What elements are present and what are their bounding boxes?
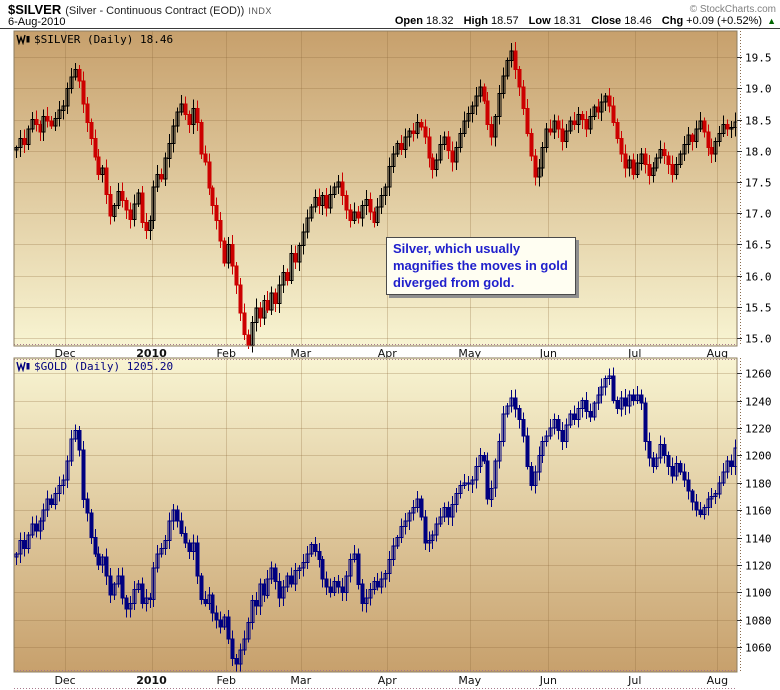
symbol-description: (Silver - Continuous Contract (EOD)) <box>65 5 245 17</box>
y-tick-label: 19.0 <box>745 83 772 96</box>
silver-ticker-label: $SILVER (Daily) 18.46 <box>16 33 173 46</box>
annotation-box: Silver, which usually magnifies the move… <box>386 237 576 295</box>
x-tick-label: Apr <box>378 347 398 360</box>
y-tick-label: 1260 <box>745 368 772 381</box>
y-tick-label: 18.0 <box>745 146 772 159</box>
x-tick-label: Jun <box>539 347 557 360</box>
silver-ticker-text: $SILVER (Daily) 18.46 <box>34 33 174 46</box>
y-tick-label: 16.5 <box>745 239 772 252</box>
x-tick-label: Mar <box>290 674 311 687</box>
open-value: 18.32 <box>425 15 454 27</box>
gold-ticker-text: $GOLD (Daily) 1205.20 <box>34 360 174 373</box>
panel-background <box>14 31 737 346</box>
panel-background <box>14 358 737 672</box>
minor-tick-row <box>14 359 737 689</box>
symbol-line: $SILVER (Silver - Continuous Contract (EO… <box>8 2 272 17</box>
plot-border <box>13 30 738 347</box>
x-tick-label: May <box>458 347 481 360</box>
gold-candles <box>14 367 738 673</box>
high-value: 18.57 <box>491 15 519 27</box>
exchange-label: INDX <box>248 6 272 16</box>
y-axis: 19.5 19.0 18.5 18.0 17.5 17.0 16.5 16.0 15.5 15.0… <box>54 31 772 360</box>
symbol: $SILVER <box>8 2 62 17</box>
y-tick-label: 1140 <box>745 533 772 546</box>
chart-marker-icon <box>16 34 30 45</box>
quote-bar: Open 18.32 High 18.57 Low 18.31 Close 18.46 … <box>395 15 776 27</box>
y-tick-label: 1120 <box>745 560 772 573</box>
x-tick-label: May <box>458 674 481 687</box>
x-tick-label: Jun <box>539 674 557 687</box>
x-tick-label: Apr <box>378 674 398 687</box>
x-tick-label: Aug <box>707 674 728 687</box>
x-tick-label: Aug <box>707 347 728 360</box>
y-tick-label: 1240 <box>745 396 772 409</box>
y-tick-label: 1220 <box>745 423 772 436</box>
gold-panel: 1260 1240 1220 1200 1180 1160 1140 1120 1100 1080… <box>13 357 772 689</box>
price-charts-svg: 19.5 19.0 18.5 18.0 17.5 17.0 16.5 16.0 15.5 15.0… <box>13 30 772 689</box>
plot-border <box>13 357 738 673</box>
y-tick-label: 16.0 <box>745 271 772 284</box>
x-tick-label: 2010 <box>136 674 167 687</box>
x-tick-label: Feb <box>216 347 235 360</box>
silver-candles <box>14 42 738 353</box>
x-tick-label: Mar <box>290 347 311 360</box>
chart-header: $SILVER (Silver - Continuous Contract (EO… <box>0 0 780 29</box>
x-tick-label: Dec <box>54 674 75 687</box>
low-label: Low <box>528 15 551 27</box>
chg-value: +0.09 (+0.52%) <box>686 15 763 27</box>
change-up-arrow-icon: ▲ <box>767 16 776 26</box>
chg-label: Chg <box>661 15 684 27</box>
copyright: © StockCharts.com <box>689 4 776 15</box>
close-label: Close <box>591 15 622 27</box>
annotation-line: Silver, which usually <box>393 241 521 256</box>
annotation-line: diverged from gold. <box>393 275 515 290</box>
y-tick-label: 18.5 <box>745 115 772 128</box>
x-tick-label: Jul <box>627 674 641 687</box>
annotation-line: magnifies the moves in gold <box>393 258 568 273</box>
y-tick-label: 17.5 <box>745 177 772 190</box>
y-tick-label: 1080 <box>745 615 772 628</box>
y-tick-label: 1100 <box>745 587 772 600</box>
x-tick-label: 2010 <box>136 347 167 360</box>
high-label: High <box>463 15 489 27</box>
chart-date: 6-Aug-2010 <box>8 16 66 28</box>
y-tick-label: 1060 <box>745 642 772 655</box>
y-tick-label: 1180 <box>745 478 772 491</box>
y-tick-label: 17.0 <box>745 208 772 221</box>
y-axis: 1260 1240 1220 1200 1180 1160 1140 1120 1100 1080… <box>54 358 772 687</box>
x-tick-label: Dec <box>54 347 75 360</box>
x-tick-label: Jul <box>627 347 641 360</box>
y-tick-label: 15.0 <box>745 333 772 346</box>
y-tick-label: 15.5 <box>745 302 772 315</box>
silver-panel: 19.5 19.0 18.5 18.0 17.5 17.0 16.5 16.0 15.5 15.0… <box>13 30 772 360</box>
x-tick-label: Feb <box>216 674 235 687</box>
close-value: 18.46 <box>624 15 652 27</box>
chart-marker-icon <box>16 361 30 372</box>
open-label: Open <box>394 15 423 27</box>
y-tick-label: 19.5 <box>745 52 772 65</box>
low-value: 18.31 <box>553 15 582 27</box>
y-tick-label: 1160 <box>745 505 772 518</box>
gold-ticker-label: $GOLD (Daily) 1205.20 <box>16 360 173 373</box>
y-tick-label: 1200 <box>745 450 772 463</box>
